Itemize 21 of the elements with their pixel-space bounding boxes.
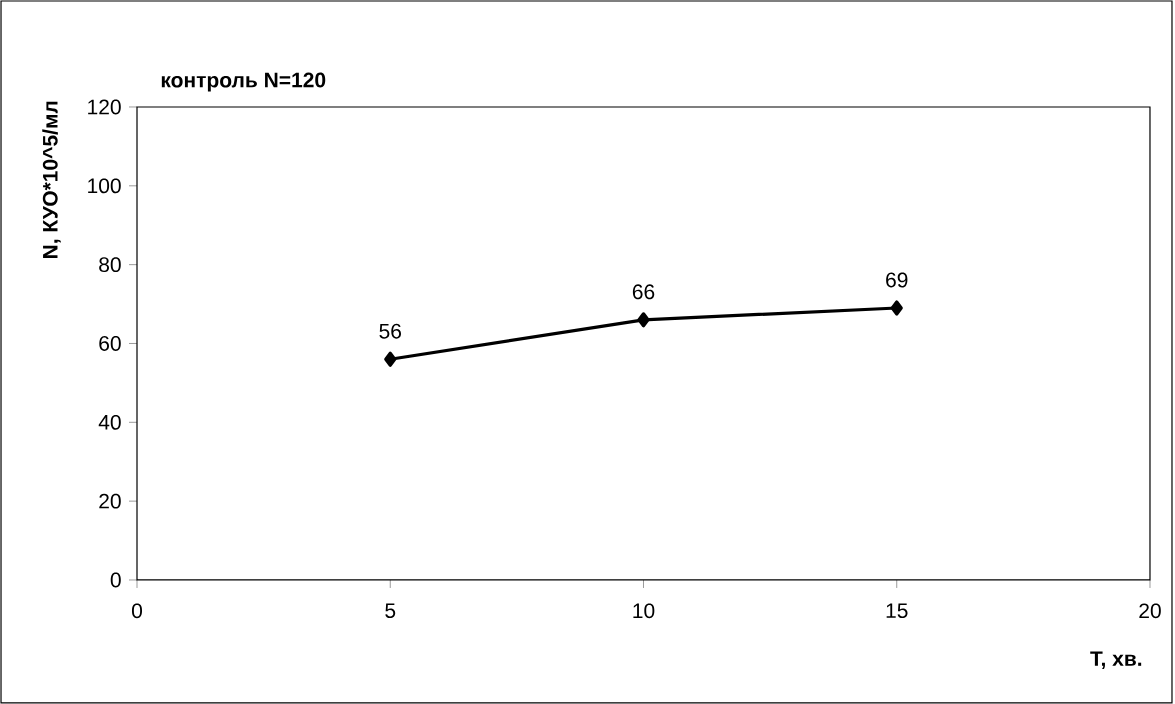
y-tick-label: 80: [99, 257, 121, 273]
data-label: 56: [379, 323, 402, 339]
y-tick-label: 60: [99, 336, 121, 351]
x-tick-label: 10: [633, 603, 655, 619]
y-tick-label: 0: [110, 572, 121, 588]
x-tick-label: 0: [131, 603, 143, 619]
chart-title: контроль N=120: [161, 72, 326, 92]
y-tick-label: 100: [88, 178, 121, 194]
point: [637, 312, 650, 328]
x-tick-label: 5: [385, 603, 396, 619]
data-label: 69: [886, 272, 908, 288]
y-tick-label: 40: [98, 414, 121, 430]
y-tick-label: 20: [99, 493, 121, 509]
x-tick-label: 20: [1139, 603, 1161, 619]
data-label: 66: [632, 284, 655, 300]
point: [890, 300, 903, 316]
x-tick-label: 15: [886, 603, 908, 619]
x-axis-title: T, хв.: [1090, 651, 1142, 670]
point: [384, 351, 397, 367]
y-tick-label: 120: [88, 99, 121, 115]
y-axis-title: N, КУО*10^5/мл: [42, 101, 61, 259]
